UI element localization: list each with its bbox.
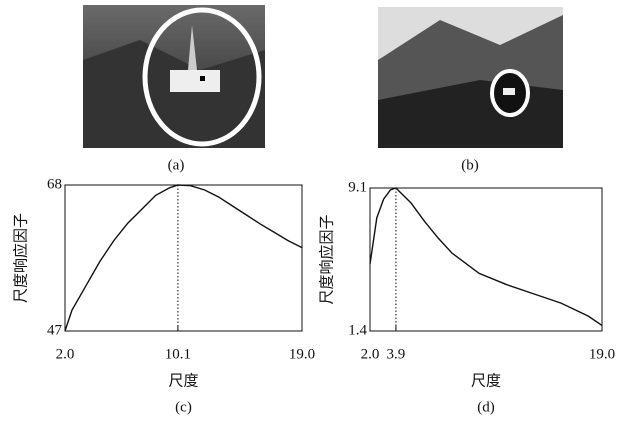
x-tick-label: 10.1 <box>165 346 191 362</box>
x-tick-label: 3.9 <box>387 346 406 362</box>
photo-b <box>378 7 563 148</box>
y-tick-label: 9.1 <box>348 179 367 195</box>
x-tick-label: 2.0 <box>361 346 380 362</box>
chart-caption: (c) <box>175 399 192 415</box>
image-label: (a) <box>168 157 185 173</box>
y-axis-label: 尺度响应因子 <box>11 213 29 303</box>
chart-caption: (d) <box>477 399 495 415</box>
x-tick-label: 19.0 <box>289 346 315 362</box>
y-tick-label: 68 <box>47 176 62 192</box>
image-label: (b) <box>461 157 479 173</box>
x-axis-label: 尺度 <box>168 372 198 389</box>
plot-frame <box>65 185 302 331</box>
x-axis-label: 尺度 <box>471 372 501 389</box>
y-tick-label: 47 <box>47 322 63 338</box>
x-tick-label: 19.0 <box>589 346 615 362</box>
photo-a <box>83 5 265 148</box>
plot-frame <box>370 188 602 331</box>
line <box>65 185 302 331</box>
figure: (a) (b) 2.0 10.1 19.0 47 68 尺度 尺度响应因子 (c) 2.0 3.9… <box>0 0 625 422</box>
y-tick-label: 1.4 <box>348 322 367 338</box>
line <box>370 188 602 325</box>
x-tick-label: 2.0 <box>56 346 75 362</box>
y-axis-label: 尺度响应因子 <box>317 214 335 304</box>
